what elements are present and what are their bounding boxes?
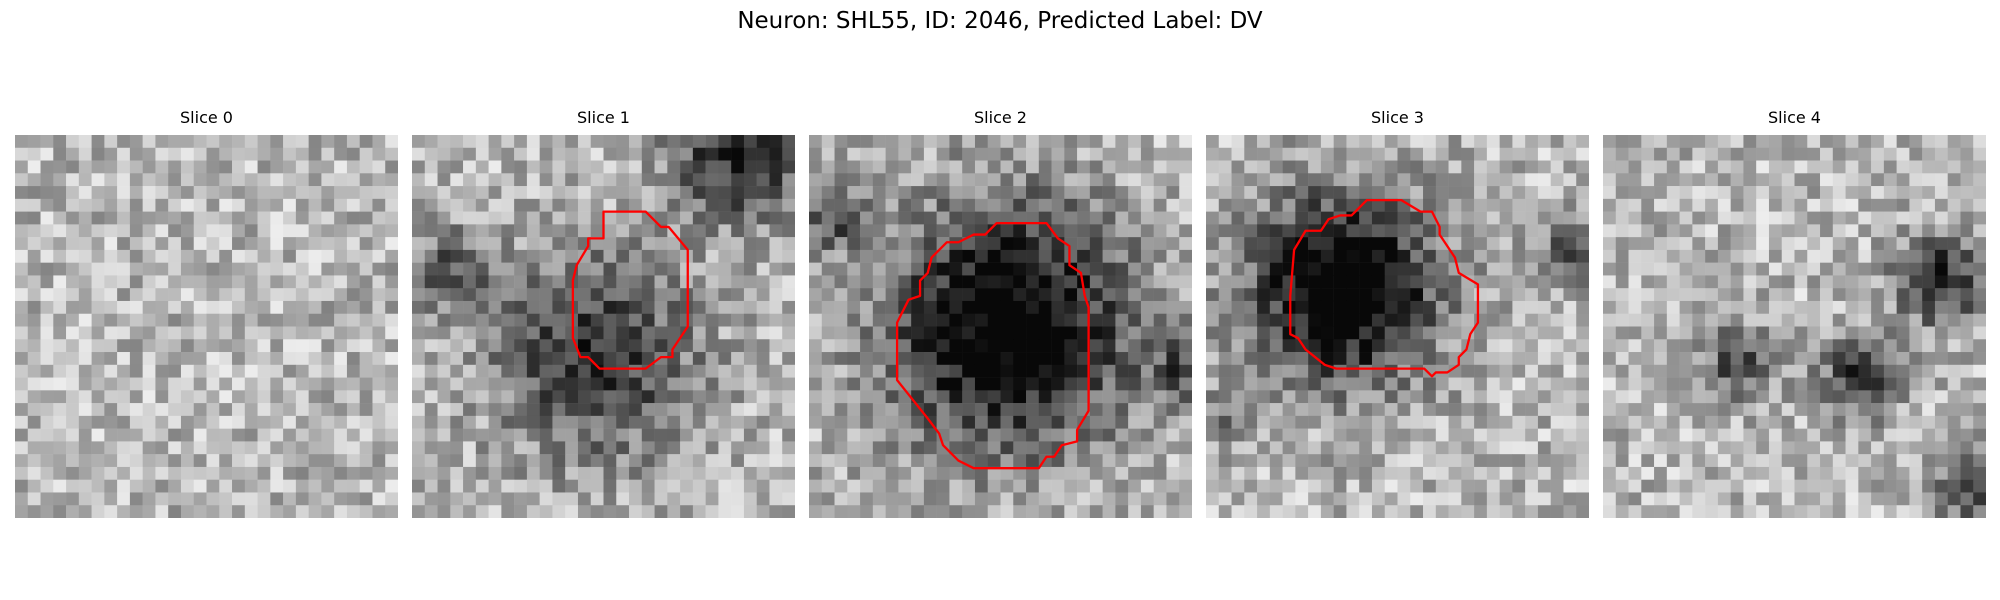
roi-contour — [573, 212, 688, 369]
slice-pixels — [412, 135, 795, 518]
slice-title: Slice 3 — [1371, 108, 1424, 127]
slice-pixels — [1603, 135, 1986, 518]
slice-title: Slice 2 — [974, 108, 1027, 127]
slice-title: Slice 0 — [180, 108, 233, 127]
slice-pixels — [1206, 135, 1589, 518]
slice-title: Slice 1 — [577, 108, 630, 127]
slice-image — [412, 135, 795, 518]
slice-image — [15, 135, 398, 518]
slice-image — [809, 135, 1192, 518]
slice-image — [1206, 135, 1589, 518]
slice-pixels — [15, 135, 398, 518]
slice-pixels — [809, 135, 1192, 518]
slice-image — [1603, 135, 1986, 518]
roi-contour — [1290, 200, 1478, 376]
slice-title: Slice 4 — [1768, 108, 1821, 127]
roi-contour — [897, 223, 1088, 468]
figure-title: Neuron: SHL55, ID: 2046, Predicted Label… — [737, 8, 1263, 34]
